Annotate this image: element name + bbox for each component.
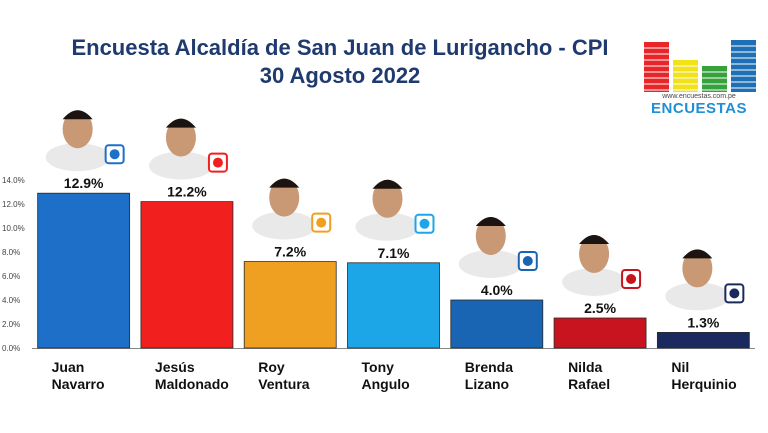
category-first-name: Nil	[671, 359, 690, 375]
candidate-photo	[45, 110, 110, 172]
category-first-name: Nilda	[568, 359, 603, 375]
category-last-name: Lizano	[464, 376, 510, 392]
category-last-name: Herquinio	[671, 376, 737, 392]
category-last-name: Angulo	[361, 376, 410, 392]
party-avanza-pais-icon	[517, 251, 538, 271]
party-r-icon	[414, 213, 435, 234]
logo-brand: ENCUESTAS	[651, 100, 747, 117]
logo-url: www.encuestas.com.pe	[662, 93, 736, 100]
value-label: 1.3%	[687, 314, 719, 330]
category-last-name: Ventura	[258, 376, 310, 392]
y-tick-label: 8.0%	[2, 248, 20, 257]
y-tick-label: 2.0%	[2, 320, 20, 329]
x-category-label: Nilda Rafael	[568, 359, 610, 393]
candidate-photo	[562, 235, 627, 296]
x-category-label: Roy Ventura	[258, 359, 309, 393]
bar	[656, 331, 750, 349]
bar	[553, 317, 647, 349]
candidate-photo	[355, 179, 420, 241]
x-category-label: Brenda Lizano	[465, 359, 513, 393]
y-tick-label: 0.0%	[2, 344, 20, 353]
category-first-name: Juan	[51, 359, 85, 375]
x-category-label: Juan Navarro	[52, 359, 105, 393]
category-first-name: Jesús	[154, 359, 195, 375]
title-line1: Encuesta Alcaldía de San Juan de Lurigan…	[71, 35, 609, 60]
y-tick-label: 10.0%	[2, 224, 25, 233]
y-tick-label: 14.0%	[2, 176, 25, 185]
logo-bar	[702, 66, 727, 92]
category-last-name: Maldonado	[154, 376, 229, 392]
y-tick-label: 6.0%	[2, 272, 20, 281]
category-first-name: Tony	[361, 359, 394, 375]
party-somos-peru-icon	[207, 152, 228, 173]
bar	[37, 192, 131, 349]
x-category-label: Jesús Maldonado	[155, 359, 229, 393]
value-label: 4.0%	[481, 282, 513, 298]
category-last-name: Navarro	[51, 376, 105, 392]
y-tick-label: 4.0%	[2, 296, 20, 305]
value-label: 12.9%	[64, 175, 104, 191]
title-line2: 30 Agosto 2022	[259, 63, 421, 88]
chart-title: Encuesta Alcaldía de San Juan de Lurigan…	[40, 34, 640, 90]
category-first-name: Brenda	[464, 359, 514, 375]
bar	[450, 299, 544, 349]
candidate-photo	[252, 178, 317, 240]
category-first-name: Roy	[258, 359, 285, 375]
value-label: 7.1%	[378, 245, 410, 261]
candidate-photo	[148, 118, 213, 180]
candidate-photo	[458, 217, 523, 278]
y-tick-label: 12.0%	[2, 200, 25, 209]
x-category-label: Tony Angulo	[362, 359, 410, 393]
party-k-icon	[311, 212, 332, 233]
bar	[243, 261, 337, 349]
party-pencil-icon	[621, 269, 642, 289]
bar	[140, 201, 234, 349]
value-label: 12.2%	[167, 184, 207, 200]
x-category-label: Nil Herquinio	[671, 359, 736, 393]
value-label: 2.5%	[584, 300, 616, 316]
encuestas-logo: www.encuestas.com.pe ENCUESTAS	[640, 38, 758, 120]
logo-bar	[673, 60, 698, 92]
candidate-photo	[665, 249, 730, 311]
logo-bar	[731, 40, 756, 92]
category-last-name: Rafael	[568, 376, 611, 392]
party-a-icon	[104, 144, 125, 165]
bar	[347, 262, 440, 349]
logo-bar	[644, 42, 669, 92]
party-podemos-icon	[724, 283, 745, 304]
logo-bars-icon	[644, 40, 756, 92]
value-label: 7.2%	[274, 244, 306, 260]
